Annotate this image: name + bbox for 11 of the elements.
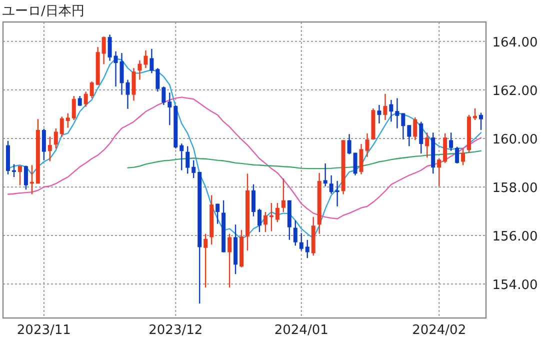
y-tick-label: 160.00 [492, 132, 538, 148]
y-tick-label: 156.00 [492, 230, 538, 245]
x-tick-label: 2024/01 [274, 323, 328, 338]
x-tick-label: 2023/11 [16, 323, 71, 338]
x-tick-label: 2024/02 [412, 323, 466, 338]
chart-title: ユーロ/日本円 [2, 4, 84, 19]
y-tick-label: 154.00 [492, 278, 538, 294]
y-tick-label: 162.00 [492, 84, 538, 99]
y-tick-label: 158.00 [492, 180, 538, 196]
x-tick-label: 2023/12 [148, 323, 203, 338]
y-tick-label: 164.00 [492, 35, 538, 50]
